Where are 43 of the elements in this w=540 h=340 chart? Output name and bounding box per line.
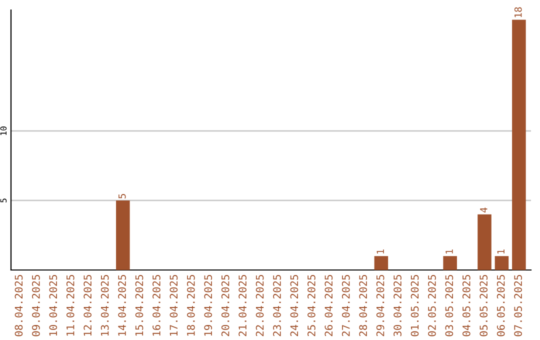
x-tick-label: 30.04.2025 — [394, 275, 402, 336]
x-tick-label: 08.04.2025 — [14, 275, 23, 336]
x-tick-label: 25.04.2025 — [307, 275, 316, 336]
bar — [374, 256, 388, 270]
x-tick-label: 18.04.2025 — [186, 275, 195, 336]
x-tick-label: 14.04.2025 — [118, 275, 126, 336]
data-label: 1 — [497, 250, 504, 254]
x-tick-label: 22.04.2025 — [256, 275, 264, 336]
x-tick-label: 02.05.2025 — [428, 275, 436, 336]
x-tick-label: 19.04.2025 — [204, 275, 212, 336]
x-tick-label: 11.04.2025 — [66, 275, 74, 336]
x-tick-label: 01.05.2025 — [410, 275, 419, 336]
x-tick-label: 05.05.2025 — [480, 275, 488, 336]
bar — [512, 20, 526, 270]
x-tick-label: 21.04.2025 — [238, 275, 246, 336]
x-tick-label: 10.04.2025 — [49, 275, 58, 336]
x-tick-label: 07.05.2025 — [514, 275, 522, 336]
bar — [443, 256, 457, 270]
bar — [478, 214, 492, 270]
x-tick-label: 20.04.2025 — [221, 275, 230, 336]
x-tick-label: 06.05.2025 — [496, 275, 505, 336]
x-tick-label: 17.04.2025 — [170, 275, 178, 336]
x-tick-label: 15.04.2025 — [135, 275, 144, 336]
x-tick-label: 23.04.2025 — [273, 275, 281, 336]
data-label: 4 — [480, 208, 488, 213]
x-tick-label: 28.04.2025 — [359, 275, 368, 336]
x-tick-label: 16.04.2025 — [152, 275, 160, 336]
x-tick-label: 03.05.2025 — [445, 275, 454, 336]
data-label: 1 — [446, 250, 453, 254]
y-tick-label: 10 — [0, 126, 7, 135]
x-tick-label: 09.04.2025 — [32, 275, 40, 336]
data-label: 18 — [514, 7, 522, 18]
x-tick-label: 24.04.2025 — [290, 275, 298, 336]
x-tick-label: 12.04.2025 — [84, 275, 92, 336]
bar — [116, 200, 130, 270]
data-label: 5 — [118, 194, 126, 198]
x-tick-label: 04.05.2025 — [462, 275, 470, 336]
data-label: 1 — [376, 250, 384, 254]
x-tick-label: 13.04.2025 — [100, 275, 109, 336]
bar — [494, 256, 509, 270]
x-tick-label: 27.04.2025 — [342, 275, 350, 336]
x-tick-label: 26.04.2025 — [324, 275, 333, 336]
x-tick-label: 29.04.2025 — [376, 275, 384, 336]
